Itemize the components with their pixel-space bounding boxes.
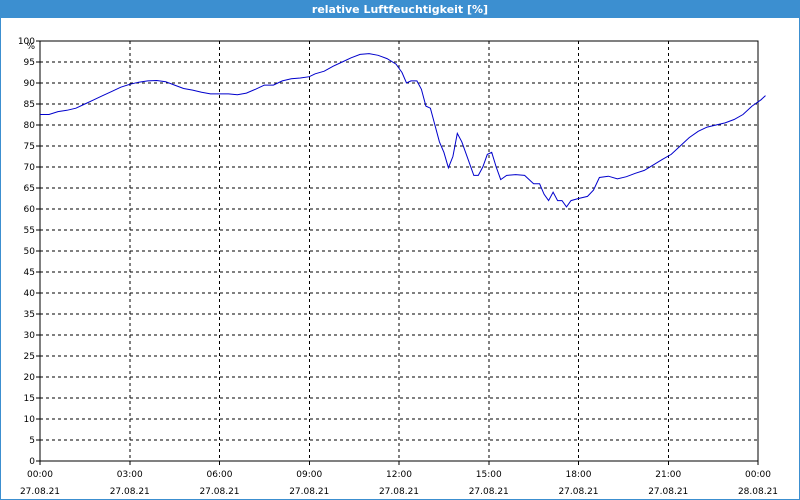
x-tick-date-label: 27.08.21	[379, 487, 419, 497]
y-tick-label: 65	[24, 184, 35, 194]
x-tick-time-label: 03:00	[117, 470, 143, 480]
y-tick-label: 0	[29, 457, 35, 467]
y-tick-label: 45	[24, 268, 35, 278]
y-tick-label: 40	[24, 289, 36, 299]
x-tick-date-label: 27.08.21	[289, 487, 329, 497]
x-tick-time-label: 18:00	[566, 470, 592, 480]
x-tick-time-label: 15:00	[476, 470, 502, 480]
y-tick-label: 75	[24, 142, 35, 152]
humidity-series-line	[40, 53, 766, 208]
y-tick-label: 35	[24, 310, 35, 320]
y-tick-label: 80	[24, 121, 36, 131]
y-axis-unit-label: %	[26, 42, 35, 52]
x-tick-date-label: 27.08.21	[648, 487, 688, 497]
x-tick-date-label: 27.08.21	[469, 487, 509, 497]
y-tick-label: 25	[24, 352, 35, 362]
y-tick-label: 10	[24, 415, 36, 425]
x-tick-date-label: 28.08.21	[738, 487, 778, 497]
x-tick-time-label: 12:00	[386, 470, 412, 480]
x-tick-date-label: 27.08.21	[558, 487, 598, 497]
x-tick-time-label: 00:00	[27, 470, 53, 480]
x-tick-date-label: 27.08.21	[199, 487, 239, 497]
y-tick-label: 100	[18, 37, 35, 47]
y-tick-label: 50	[24, 247, 36, 257]
y-tick-label: 20	[24, 373, 36, 383]
y-tick-label: 70	[24, 163, 36, 173]
y-tick-label: 55	[24, 226, 35, 236]
x-tick-time-label: 21:00	[655, 470, 681, 480]
y-tick-label: 5	[29, 436, 35, 446]
plot-frame	[39, 40, 759, 462]
x-tick-time-label: 09:00	[296, 470, 322, 480]
x-tick-time-label: 00:00	[745, 470, 771, 480]
y-tick-label: 30	[24, 331, 36, 341]
y-tick-label: 95	[24, 58, 35, 68]
y-tick-label: 85	[24, 100, 35, 110]
x-tick-time-label: 06:00	[207, 470, 233, 480]
x-tick-date-label: 27.08.21	[110, 487, 150, 497]
y-tick-label: 15	[24, 394, 35, 404]
y-tick-label: 90	[24, 79, 36, 89]
y-tick-label: 60	[24, 205, 36, 215]
x-tick-date-label: 27.08.21	[20, 487, 60, 497]
chart-title-bar: relative Luftfeuchtigkeit [%]	[1, 1, 799, 18]
